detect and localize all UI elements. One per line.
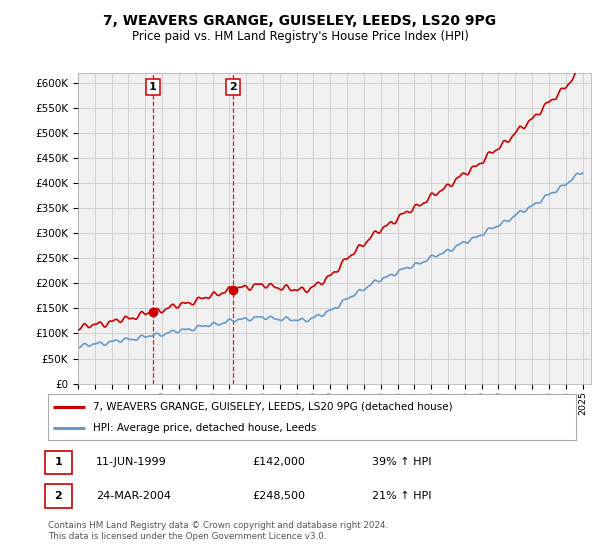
Text: 7, WEAVERS GRANGE, GUISELEY, LEEDS, LS20 9PG: 7, WEAVERS GRANGE, GUISELEY, LEEDS, LS20… xyxy=(103,14,497,28)
Text: 1: 1 xyxy=(55,457,62,467)
Text: 11-JUN-1999: 11-JUN-1999 xyxy=(96,457,167,467)
Text: 21% ↑ HPI: 21% ↑ HPI xyxy=(372,491,431,501)
Text: Contains HM Land Registry data © Crown copyright and database right 2024.
This d: Contains HM Land Registry data © Crown c… xyxy=(48,521,388,540)
Text: HPI: Average price, detached house, Leeds: HPI: Average price, detached house, Leed… xyxy=(93,423,316,433)
Text: 2: 2 xyxy=(55,491,62,501)
Text: 1: 1 xyxy=(149,82,157,92)
Text: £142,000: £142,000 xyxy=(252,457,305,467)
FancyBboxPatch shape xyxy=(45,451,72,474)
Text: 7, WEAVERS GRANGE, GUISELEY, LEEDS, LS20 9PG (detached house): 7, WEAVERS GRANGE, GUISELEY, LEEDS, LS20… xyxy=(93,402,452,412)
Text: 24-MAR-2004: 24-MAR-2004 xyxy=(96,491,171,501)
Text: 2: 2 xyxy=(229,82,237,92)
Text: £248,500: £248,500 xyxy=(252,491,305,501)
Text: Price paid vs. HM Land Registry's House Price Index (HPI): Price paid vs. HM Land Registry's House … xyxy=(131,30,469,44)
Text: 39% ↑ HPI: 39% ↑ HPI xyxy=(372,457,431,467)
FancyBboxPatch shape xyxy=(45,484,72,508)
